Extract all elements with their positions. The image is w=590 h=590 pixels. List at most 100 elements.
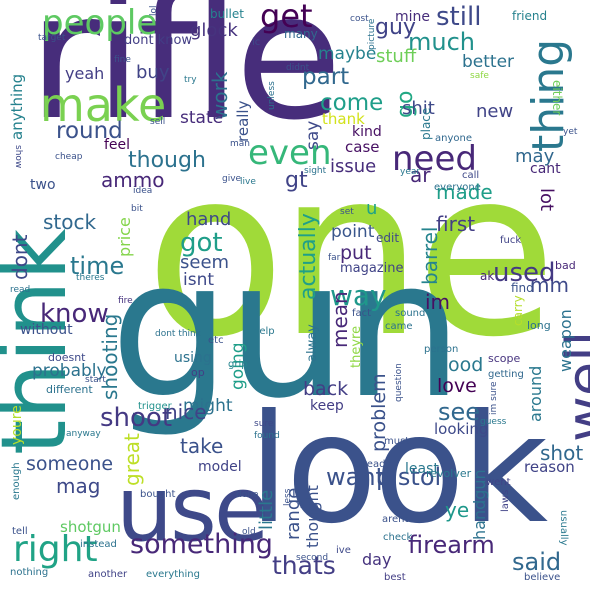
word-sound: sound (395, 308, 426, 319)
word-ive: ive (336, 545, 351, 556)
word-unless: unless (267, 81, 277, 110)
word-take: take (180, 434, 224, 458)
word-good: good (436, 354, 484, 376)
word-actually: actually (296, 213, 321, 300)
word-carry: carry (511, 295, 525, 326)
word-something: something (130, 529, 273, 560)
word-dont-know: dont know (124, 33, 193, 48)
word-nothing: nothing (10, 567, 49, 578)
word-using: using (174, 350, 212, 366)
word-bad: bad (555, 259, 576, 272)
word-better: better (462, 52, 515, 72)
word-rifle: rifle (28, 0, 342, 159)
word-around: around (526, 365, 545, 422)
word-fuck: fuck (500, 235, 522, 246)
word-people: people (42, 3, 158, 43)
word-bought: bought (140, 489, 176, 500)
word-kind: kind (352, 124, 382, 140)
word-time: time (70, 252, 125, 280)
word-idea: idea (133, 186, 153, 196)
word-sell: sell (150, 117, 166, 127)
word-tell: tell (12, 526, 28, 537)
word-seem: seem (180, 252, 230, 273)
word-may: may (515, 146, 555, 167)
word-love: love (437, 375, 477, 397)
word-long: long (527, 319, 551, 332)
word-hand: hand (186, 209, 232, 230)
word-etc: etc (208, 335, 224, 346)
word-picture: picture (367, 18, 377, 50)
word-reason: reason (524, 458, 575, 476)
word-scope: scope (488, 352, 521, 365)
word-try: try (184, 75, 197, 85)
word-thought: thought (303, 485, 322, 548)
word-glock: glock (190, 20, 238, 41)
word-someone: someone (26, 453, 114, 475)
word-fact: fact (352, 308, 372, 319)
word-came: came (385, 321, 413, 332)
word-model: model (198, 459, 242, 475)
word-help: help (253, 326, 275, 337)
word-instead: instead (80, 539, 117, 550)
word-edit: edit (376, 231, 400, 245)
word-without: without (20, 322, 73, 338)
word-sight: sight (304, 166, 327, 176)
word-either: either (550, 80, 564, 116)
word-ak: ak (480, 269, 495, 283)
word-start: start (85, 375, 106, 385)
word-question: question (394, 363, 404, 402)
word-year: year (400, 167, 421, 177)
word-use: use (116, 457, 269, 562)
word-shotgun: shotgun (60, 518, 121, 536)
word-first: first (436, 212, 476, 236)
word-get: get (260, 0, 313, 35)
word-youre: youre (9, 405, 25, 445)
word-usually: usually (558, 510, 569, 546)
word-day: day (362, 550, 392, 569)
word-probably: probably (32, 361, 107, 381)
word-many: many (284, 27, 318, 41)
word-stock: stock (43, 210, 97, 234)
word-less: less (283, 488, 293, 506)
word-way: way (330, 279, 387, 312)
word-said: said (512, 548, 562, 576)
word-ye: ye (445, 498, 470, 522)
word-target: target (38, 33, 66, 43)
word-round: round (56, 118, 123, 144)
word-dont-think: dont think (155, 329, 201, 339)
word-already: already (354, 459, 392, 470)
word-keep: keep (310, 398, 344, 414)
word-thats: thats (272, 551, 336, 580)
word-fire: fire (118, 296, 133, 306)
word-case: case (345, 138, 380, 156)
word-see: see (438, 398, 481, 426)
word-everything: everything (146, 569, 200, 580)
word-everyone: everyone (434, 182, 481, 193)
word-im-sure: im sure (489, 381, 499, 415)
word-shot: shot (540, 441, 584, 465)
word-really: really (234, 100, 252, 142)
word-gt: gt (285, 168, 308, 193)
word-little: little (256, 489, 277, 530)
word-state: state (180, 108, 224, 128)
word-far: far (328, 253, 341, 263)
word-live: live (240, 177, 256, 187)
word-another: another (88, 569, 128, 580)
word-read: read (10, 285, 31, 295)
word-give: give (222, 174, 242, 184)
word-back: back (303, 378, 349, 400)
word-cost: cost (350, 14, 369, 24)
word-op: op (191, 366, 205, 379)
word-anything: anything (8, 73, 26, 140)
word-ic: ic (252, 37, 261, 48)
word-price: price (115, 217, 134, 257)
word-fine: fine (114, 55, 131, 65)
word-revolver: revolver (426, 467, 472, 480)
word-look: look (248, 383, 548, 557)
word-buy: buy (136, 62, 170, 83)
word-thank: thank (322, 110, 365, 128)
word-might: might (183, 396, 233, 416)
word-grip: grip (228, 359, 248, 370)
word-cant: cant (530, 161, 561, 177)
word-magazine: magazine (340, 261, 404, 276)
